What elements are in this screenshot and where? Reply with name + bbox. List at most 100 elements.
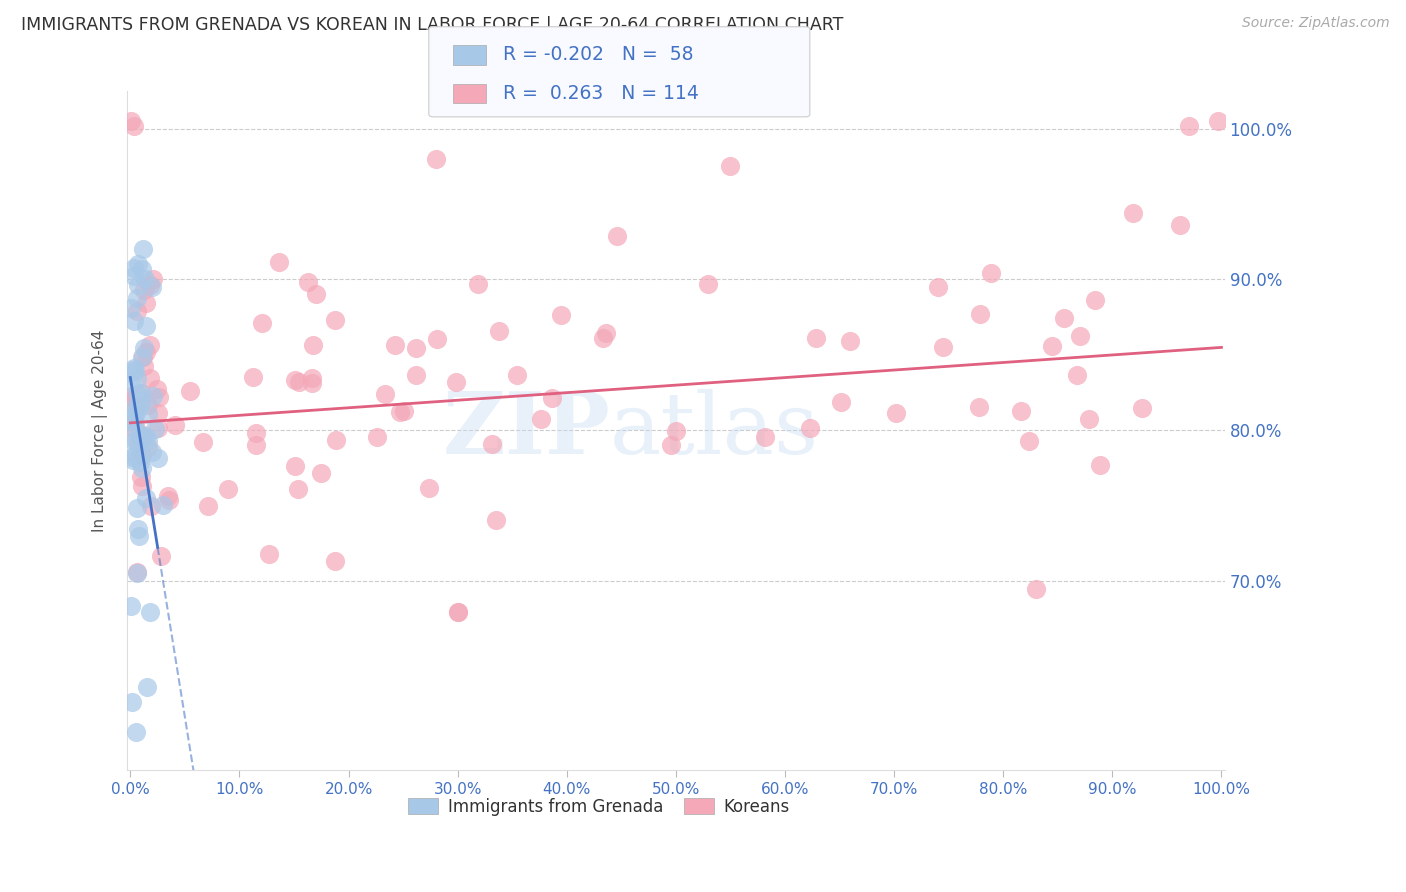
Point xyxy=(838,334,860,348)
Point xyxy=(530,412,553,426)
Point xyxy=(134,283,156,297)
Point xyxy=(127,522,149,536)
Point xyxy=(125,725,148,739)
Point xyxy=(120,599,142,614)
Point xyxy=(135,491,157,506)
Text: Source: ZipAtlas.com: Source: ZipAtlas.com xyxy=(1241,16,1389,30)
Point xyxy=(138,371,160,385)
Point xyxy=(120,375,142,389)
Point xyxy=(1206,114,1229,128)
Point xyxy=(135,296,157,310)
Point xyxy=(128,428,150,442)
Point xyxy=(120,114,142,128)
Point xyxy=(136,434,159,449)
Point xyxy=(135,430,157,444)
Point xyxy=(288,375,311,389)
Point xyxy=(388,404,411,418)
Point xyxy=(149,549,172,563)
Point xyxy=(804,331,827,345)
Text: atlas: atlas xyxy=(610,389,820,472)
Point xyxy=(884,406,907,420)
Point xyxy=(122,119,145,133)
Point xyxy=(141,280,163,294)
Point xyxy=(125,372,148,386)
Point xyxy=(124,448,146,462)
Point xyxy=(257,547,280,561)
Point xyxy=(426,332,449,346)
Point xyxy=(136,407,159,421)
Point xyxy=(129,447,152,461)
Point xyxy=(127,257,149,271)
Point xyxy=(425,152,447,166)
Point xyxy=(969,400,991,414)
Point xyxy=(146,382,169,396)
Point xyxy=(122,416,145,430)
Point xyxy=(1066,368,1088,383)
Point xyxy=(830,394,852,409)
Point xyxy=(124,364,146,378)
Point xyxy=(799,421,821,435)
Point xyxy=(927,279,949,293)
Point xyxy=(540,392,562,406)
Point xyxy=(131,461,153,475)
Point xyxy=(506,368,529,382)
Text: ZIP: ZIP xyxy=(443,388,610,473)
Point xyxy=(374,387,396,401)
Point xyxy=(125,434,148,449)
Point xyxy=(179,384,201,398)
Point xyxy=(152,498,174,512)
Point xyxy=(488,324,510,338)
Point xyxy=(124,400,146,414)
Point xyxy=(121,412,143,426)
Point xyxy=(121,695,143,709)
Point xyxy=(141,445,163,459)
Point xyxy=(122,261,145,276)
Text: R = -0.202   N =  58: R = -0.202 N = 58 xyxy=(503,45,693,64)
Point xyxy=(131,448,153,462)
Point xyxy=(467,277,489,291)
Point xyxy=(125,500,148,515)
Point xyxy=(384,338,406,352)
Point xyxy=(595,326,617,340)
Text: R =  0.263   N = 114: R = 0.263 N = 114 xyxy=(503,84,699,103)
Point xyxy=(218,482,240,496)
Point xyxy=(481,437,503,451)
Point xyxy=(302,338,325,352)
Point xyxy=(1069,329,1091,343)
Point xyxy=(1025,582,1047,596)
Point xyxy=(323,554,346,568)
Point xyxy=(969,307,991,321)
Point xyxy=(136,680,159,694)
Point xyxy=(122,361,145,376)
Point xyxy=(444,376,467,390)
Point xyxy=(592,331,614,345)
Point xyxy=(127,434,149,449)
Point xyxy=(132,359,155,374)
Point xyxy=(405,342,427,356)
Point xyxy=(121,389,143,403)
Point xyxy=(139,499,162,513)
Point xyxy=(129,392,152,407)
Y-axis label: In Labor Force | Age 20-64: In Labor Force | Age 20-64 xyxy=(93,329,108,532)
Point xyxy=(1168,218,1191,232)
Point xyxy=(125,386,148,401)
Point xyxy=(1177,119,1199,133)
Point xyxy=(129,470,152,484)
Point xyxy=(157,489,180,503)
Point xyxy=(550,308,572,322)
Point xyxy=(418,481,440,495)
Point xyxy=(148,390,170,404)
Point xyxy=(267,255,290,269)
Point xyxy=(124,392,146,406)
Point xyxy=(132,342,155,356)
Point xyxy=(297,275,319,289)
Point xyxy=(135,318,157,333)
Point xyxy=(125,291,148,305)
Point xyxy=(146,451,169,466)
Point xyxy=(131,479,153,493)
Point xyxy=(132,242,155,256)
Point xyxy=(1130,401,1153,415)
Point xyxy=(1053,310,1076,325)
Point xyxy=(720,159,742,173)
Point xyxy=(305,287,328,301)
